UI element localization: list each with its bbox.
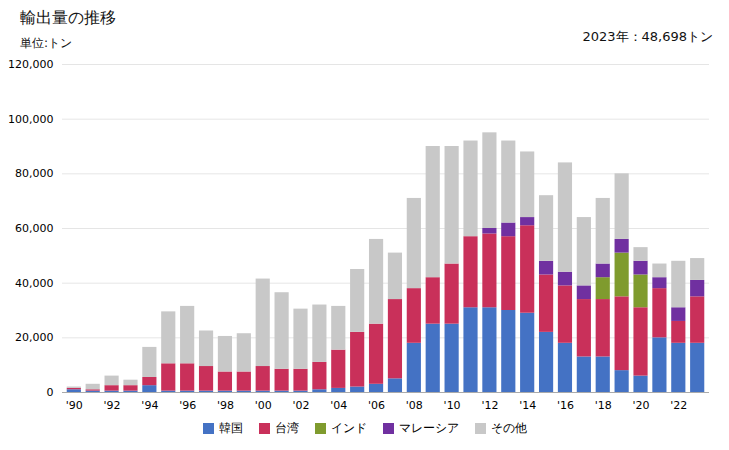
svg-text:'00: '00 — [255, 399, 272, 412]
svg-text:0: 0 — [47, 386, 54, 399]
svg-text:'22: '22 — [670, 399, 687, 412]
svg-text:'98: '98 — [217, 399, 234, 412]
svg-text:'02: '02 — [292, 399, 309, 412]
html-text:台湾: 台湾 — [274, 421, 299, 435]
svg-text:40,000: 40,000 — [15, 277, 54, 290]
html-text:マレーシア: マレーシア — [398, 421, 459, 435]
svg-text:'96: '96 — [179, 399, 196, 412]
svg-text:'90: '90 — [66, 399, 83, 412]
svg-text:'20: '20 — [633, 399, 650, 412]
svg-text:'06: '06 — [368, 399, 385, 412]
svg-text:'12: '12 — [481, 399, 498, 412]
svg-text:'18: '18 — [595, 399, 612, 412]
html-text:輸出量の推移: 輸出量の推移 — [20, 8, 116, 27]
svg-text:'94: '94 — [141, 399, 158, 412]
svg-text:120,000: 120,000 — [8, 58, 54, 71]
svg-text:'10: '10 — [444, 399, 461, 412]
html-text:その他: その他 — [490, 421, 527, 435]
html-text:2023年：48,698トン: 2023年：48,698トン — [582, 29, 713, 44]
html-text:韓国: 韓国 — [218, 421, 243, 435]
svg-text:'04: '04 — [330, 399, 347, 412]
svg-text:60,000: 60,000 — [15, 222, 54, 235]
svg-text:20,000: 20,000 — [15, 331, 54, 344]
svg-text:100,000: 100,000 — [8, 113, 54, 126]
svg-text:'16: '16 — [557, 399, 574, 412]
svg-text:'92: '92 — [104, 399, 121, 412]
svg-text:'08: '08 — [406, 399, 423, 412]
html-text:単位:トン: 単位:トン — [20, 36, 72, 50]
svg-text:'14: '14 — [519, 399, 536, 412]
svg-text:80,000: 80,000 — [15, 167, 54, 180]
html-text:インド: インド — [330, 421, 367, 435]
